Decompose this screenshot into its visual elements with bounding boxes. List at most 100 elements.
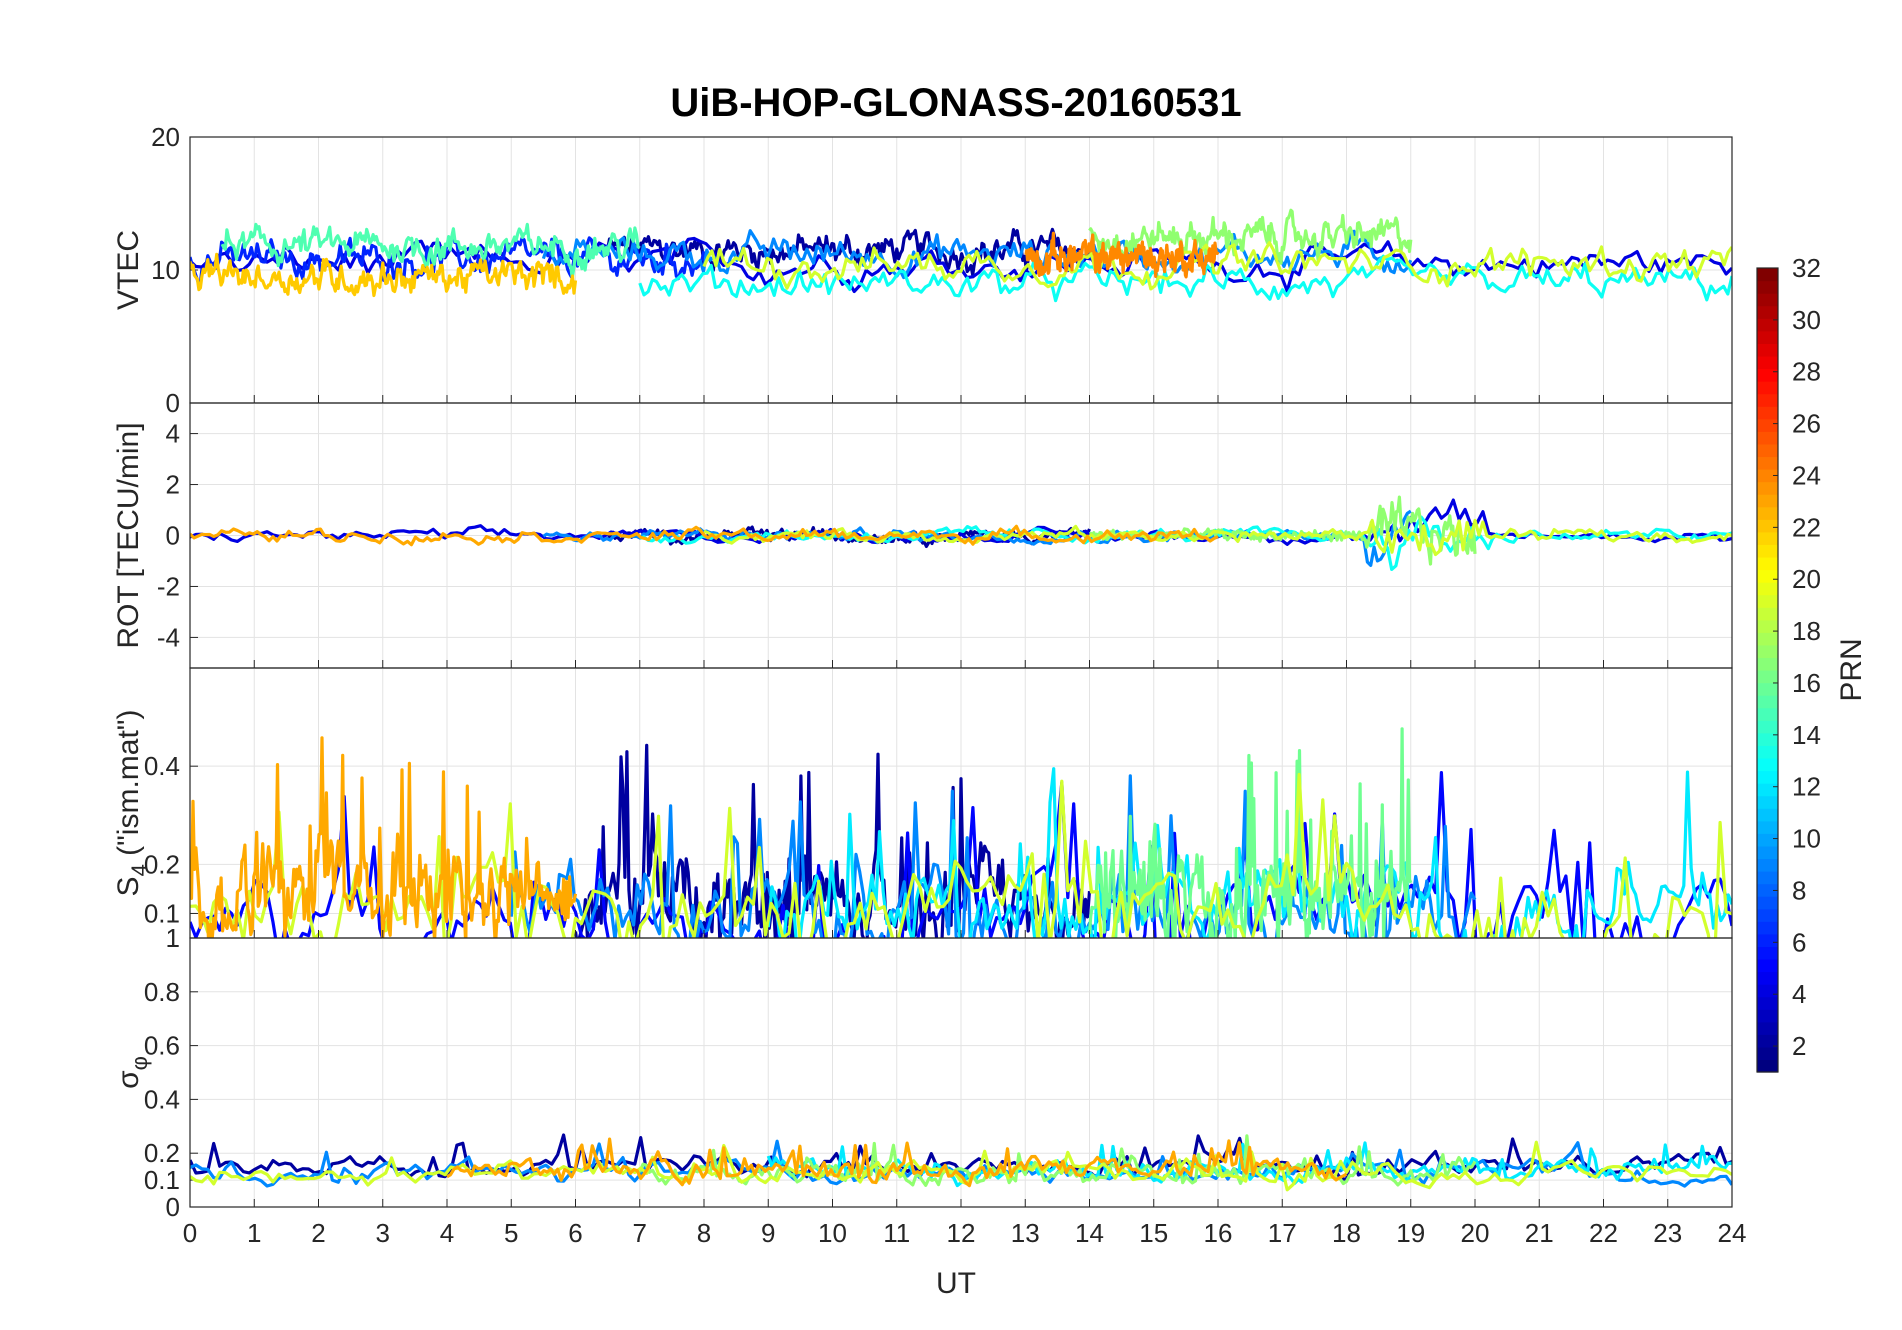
colorbar-segment-24 — [1757, 757, 1778, 772]
colorbar-segment-46 — [1757, 481, 1778, 495]
x-tick-label-23: 23 — [1653, 1218, 1682, 1248]
series-group-vtec — [190, 208, 1732, 303]
x-tick-label-17: 17 — [1268, 1218, 1297, 1248]
y-axis-label-vtec: VTEC — [112, 230, 145, 310]
colorbar-segment-26 — [1757, 732, 1778, 746]
colorbar-tick-label-0: 2 — [1792, 1031, 1806, 1061]
colorbar-segment-31 — [1757, 670, 1778, 684]
series-sigma_phi-prn-12 — [766, 1141, 1732, 1188]
colorbar-segment-52 — [1757, 406, 1778, 420]
y-axis-label-s4: S4 ("ism.mat") — [112, 710, 152, 897]
series-group-sigma_phi — [190, 1133, 1732, 1192]
colorbar-tick-label-12: 26 — [1792, 409, 1821, 439]
y-tick-label-vtec-2: 20 — [151, 122, 180, 152]
x-axis-label: UT — [936, 1267, 976, 1300]
series-sigma_phi-prn-19 — [190, 1140, 1732, 1192]
colorbar-tick-label-1: 4 — [1792, 979, 1806, 1009]
colorbar-segment-19 — [1757, 820, 1778, 834]
series-vtec-prn-22 — [190, 252, 578, 298]
colorbar-segment-32 — [1757, 657, 1778, 671]
series-group-rot — [190, 495, 1732, 571]
colorbar-tick-label-7: 16 — [1792, 668, 1821, 698]
colorbar-segment-7 — [1757, 971, 1778, 985]
y-tick-label-sigma_phi-5: 0.8 — [144, 977, 180, 1007]
colorbar-segment-27 — [1757, 720, 1778, 734]
y-tick-label-rot-1: -2 — [157, 571, 180, 601]
colorbar-segment-9 — [1757, 946, 1778, 960]
colorbar-segment-0 — [1757, 1059, 1778, 1073]
colorbar-segment-33 — [1757, 644, 1778, 659]
series-vtec-prn-17 — [1088, 208, 1413, 265]
colorbar-segment-44 — [1757, 506, 1778, 520]
y-tick-label-sigma_phi-4: 0.6 — [144, 1031, 180, 1061]
y-tick-label-sigma_phi-0: 0 — [166, 1192, 180, 1222]
colorbar-segment-37 — [1757, 594, 1778, 608]
colorbar-segment-12 — [1757, 908, 1778, 922]
colorbar-segment-10 — [1757, 933, 1778, 947]
colorbar-tick-label-4: 10 — [1792, 824, 1821, 854]
colorbar-segment-41 — [1757, 544, 1778, 558]
colorbar-tick-label-13: 28 — [1792, 357, 1821, 387]
x-tick-label-15: 15 — [1139, 1218, 1168, 1248]
x-tick-label-24: 24 — [1718, 1218, 1747, 1248]
y-tick-label-sigma_phi-1: 0.1 — [144, 1165, 180, 1195]
x-tick-label-1: 1 — [247, 1218, 261, 1248]
colorbar-segment-35 — [1757, 619, 1778, 633]
colorbar-segment-16 — [1757, 858, 1778, 872]
series-vtec-prn-24 — [1024, 231, 1220, 279]
y-tick-label-s4-0: 0.1 — [144, 898, 180, 928]
colorbar-tick-label-9: 20 — [1792, 564, 1821, 594]
colorbar-segment-54 — [1757, 381, 1778, 395]
colorbar-segment-56 — [1757, 355, 1778, 370]
x-tick-label-16: 16 — [1204, 1218, 1233, 1248]
x-tick-label-11: 11 — [883, 1218, 910, 1248]
colorbar-segment-36 — [1757, 607, 1778, 621]
colorbar-segment-30 — [1757, 682, 1778, 696]
colorbar-tick-label-14: 30 — [1792, 305, 1821, 335]
colorbar-frame — [1756, 267, 1779, 1073]
colorbar-segment-51 — [1757, 418, 1778, 432]
colorbar-segment-49 — [1757, 443, 1778, 458]
y-tick-label-sigma_phi-3: 0.4 — [144, 1084, 180, 1114]
colorbar-segment-39 — [1757, 569, 1778, 583]
x-tick-label-14: 14 — [1075, 1218, 1104, 1248]
colorbar-segment-53 — [1757, 393, 1778, 407]
panel-sigma_phi: 00.10.20.40.60.810 1 2 3 4 5 6 7 8 9 10 11 12 13 14 15 1… — [112, 923, 1746, 1248]
colorbar-segment-62 — [1757, 280, 1778, 294]
colorbar-segment-5 — [1757, 996, 1778, 1010]
colorbar-tick-label-8: 18 — [1792, 616, 1821, 646]
x-tick-label-21: 21 — [1525, 1218, 1554, 1248]
colorbar-segment-45 — [1757, 494, 1778, 508]
colorbar-segment-50 — [1757, 431, 1778, 445]
colorbar-segment-25 — [1757, 745, 1778, 759]
colorbar-segment-47 — [1757, 469, 1778, 483]
colorbar-segment-59 — [1757, 318, 1778, 332]
series-vtec-prn-19 — [702, 241, 1732, 291]
y-tick-label-s4-2: 0.4 — [144, 751, 180, 781]
colorbar-segment-48 — [1757, 456, 1778, 470]
x-tick-label-0: 0 — [183, 1218, 197, 1248]
x-tick-label-12: 12 — [947, 1218, 976, 1248]
x-tick-label-8: 8 — [697, 1218, 711, 1248]
colorbar-tick-label-10: 22 — [1792, 512, 1821, 542]
x-tick-label-19: 19 — [1396, 1218, 1425, 1248]
colorbar-segment-22 — [1757, 783, 1778, 797]
x-tick-label-18: 18 — [1332, 1218, 1361, 1248]
colorbar-segment-23 — [1757, 770, 1778, 784]
panel-frame-sigma_phi — [189, 937, 1733, 1208]
series-s4-prn-19 — [190, 772, 1732, 938]
colorbar-segment-61 — [1757, 293, 1778, 307]
colorbar-segment-29 — [1757, 695, 1778, 709]
colorbar-segment-21 — [1757, 795, 1778, 809]
x-tick-label-13: 13 — [1011, 1218, 1040, 1248]
y-tick-label-rot-0: -4 — [157, 622, 180, 652]
colorbar-segment-18 — [1757, 833, 1778, 847]
colorbar-segment-34 — [1757, 632, 1778, 646]
x-tick-label-20: 20 — [1461, 1218, 1490, 1248]
y-tick-label-vtec-1: 10 — [151, 255, 180, 285]
colorbar-segment-6 — [1757, 984, 1778, 998]
y-tick-label-s4-1: 0.2 — [144, 849, 180, 879]
